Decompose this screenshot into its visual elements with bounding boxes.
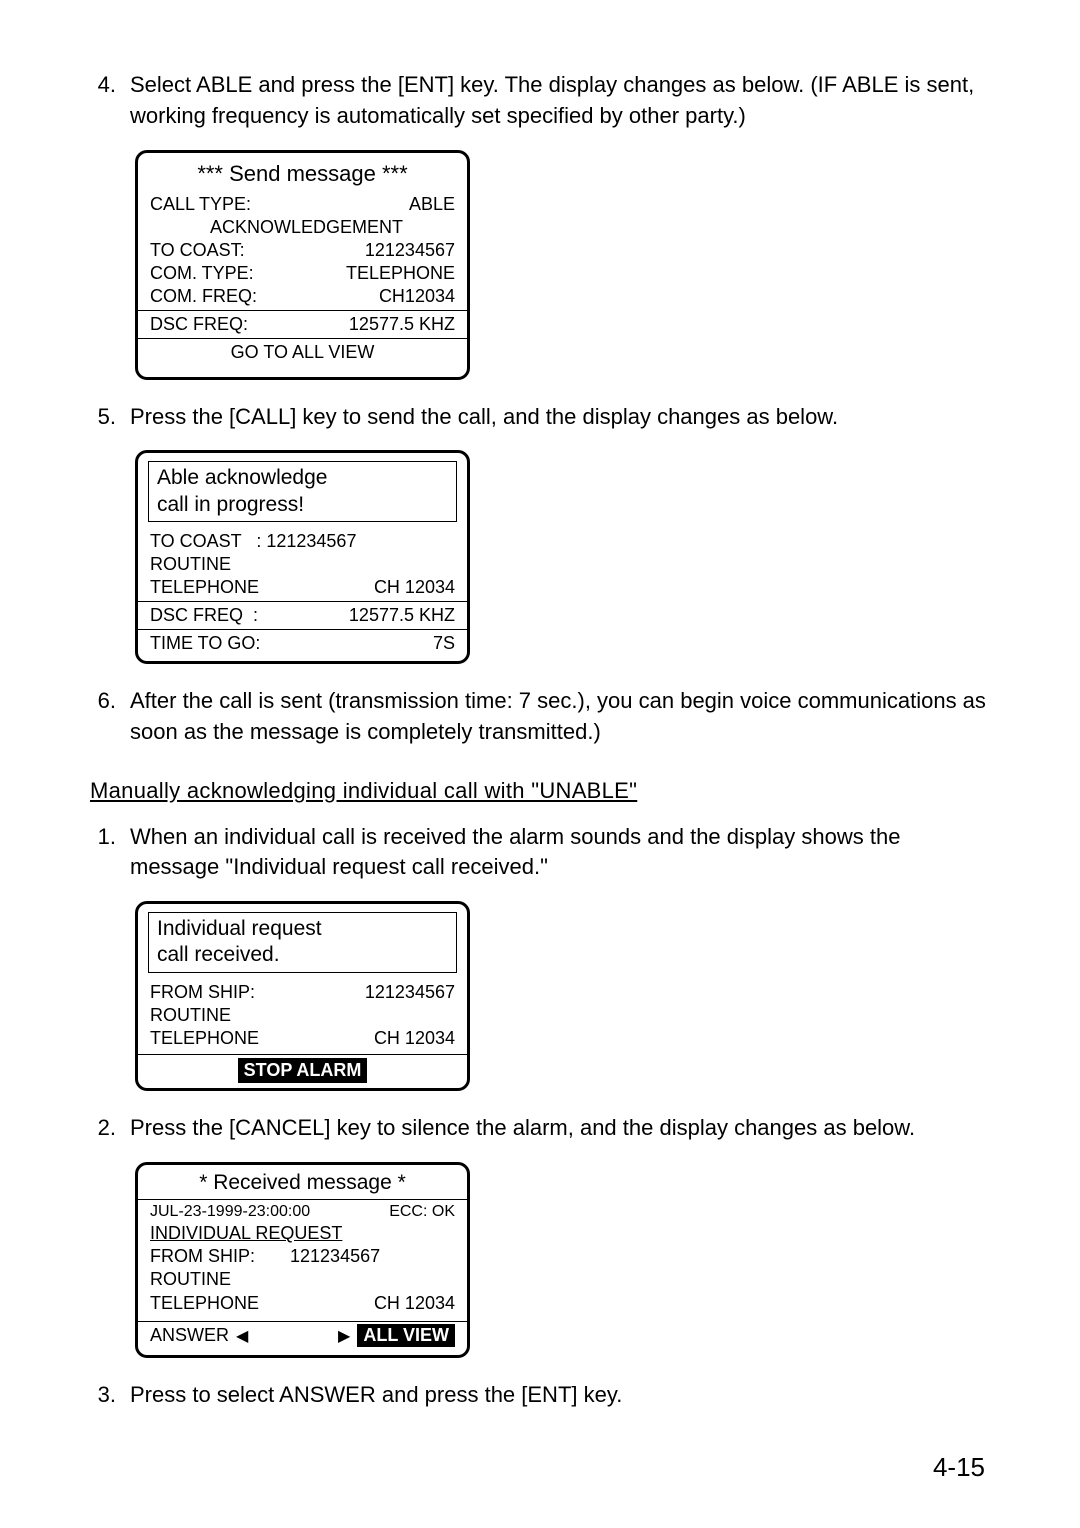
inner-title: Able acknowledge call in progress!	[148, 461, 457, 522]
display-able-ack: Able acknowledge call in progress! TO CO…	[135, 450, 470, 664]
stop-alarm-footer: STOP ALARM	[138, 1054, 467, 1088]
step-number: 4.	[90, 70, 130, 132]
display-received-message: * Received message * JUL-23-1999-23:00:0…	[135, 1162, 470, 1358]
all-view-option: ▶ ALL VIEW	[336, 1324, 455, 1347]
step-6: 6. After the call is sent (transmission …	[90, 686, 990, 748]
step-text: Press the [CALL] key to send the call, a…	[130, 402, 990, 433]
display-individual-request: Individual request call received. FROM S…	[135, 901, 470, 1091]
step-number: 3.	[90, 1380, 130, 1411]
unable-step-2: 2. Press the [CANCEL] key to silence the…	[90, 1113, 990, 1144]
step-text: Press the [CANCEL] key to silence the al…	[130, 1113, 990, 1144]
display-footer: GO TO ALL VIEW	[150, 341, 455, 370]
stop-alarm-label: STOP ALARM	[238, 1058, 368, 1083]
step-number: 2.	[90, 1113, 130, 1144]
answer-option: ANSWER ◀	[150, 1325, 250, 1346]
display-send-message: *** Send message *** CALL TYPE:ABLE ACKN…	[135, 150, 470, 380]
step-number: 5.	[90, 402, 130, 433]
step-4: 4. Select ABLE and press the [ENT] key. …	[90, 70, 990, 132]
step-5: 5. Press the [CALL] key to send the call…	[90, 402, 990, 433]
display-body: FROM SHIP:121234567 ROUTINE TELEPHONECH …	[138, 979, 467, 1088]
page-number: 4-15	[933, 1452, 985, 1483]
step-text: When an individual call is received the …	[130, 822, 990, 884]
subheading-unable: Manually acknowledging individual call w…	[90, 778, 990, 804]
step-text: Select ABLE and press the [ENT] key. The…	[130, 70, 990, 132]
right-arrow-icon: ▶	[336, 1328, 352, 1345]
step-text: Press to select ANSWER and press the [EN…	[130, 1380, 990, 1411]
inner-title: Individual request call received.	[148, 912, 457, 973]
step-number: 1.	[90, 822, 130, 884]
step-text: After the call is sent (transmission tim…	[130, 686, 990, 748]
display-body: TO COAST : 121234567 ROUTINE TELEPHONECH…	[138, 528, 467, 661]
display-footer-row: ANSWER ◀ ▶ ALL VIEW	[138, 1322, 467, 1355]
display-body: JUL-23-1999-23:00:00ECC: OK INDIVIDUAL R…	[138, 1197, 467, 1321]
unable-step-1: 1. When an individual call is received t…	[90, 822, 990, 884]
unable-step-3: 3. Press to select ANSWER and press the …	[90, 1380, 990, 1411]
display-title: *** Send message ***	[138, 153, 467, 191]
display-title: * Received message *	[138, 1165, 467, 1197]
left-arrow-icon: ◀	[234, 1328, 250, 1345]
display-body: CALL TYPE:ABLE ACKNOWLEDGEMENT TO COAST:…	[138, 191, 467, 377]
step-number: 6.	[90, 686, 130, 748]
